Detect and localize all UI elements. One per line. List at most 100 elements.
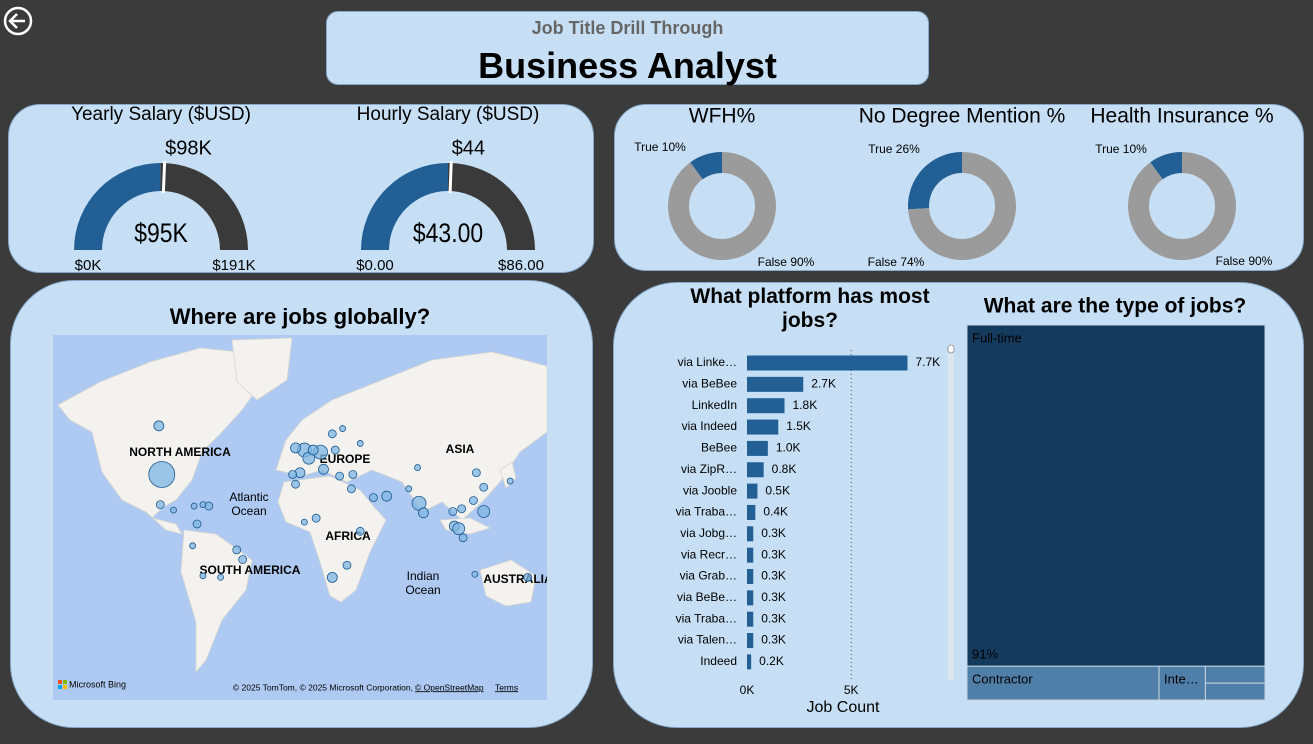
bar xyxy=(747,547,754,563)
map-bubble xyxy=(347,484,356,494)
donut-slice xyxy=(908,152,1016,260)
gauge-tick-label: $191K xyxy=(212,257,255,274)
logo-square xyxy=(58,685,62,689)
gauge-tick-label: $0K xyxy=(75,257,102,274)
treemap-tile xyxy=(1204,665,1266,684)
map-bubble xyxy=(232,545,242,555)
ocean-label: Atlantic xyxy=(229,490,268,504)
ocean-label: Indian xyxy=(407,569,440,583)
donut-label: False 90% xyxy=(758,255,815,269)
map-bubble xyxy=(190,502,198,510)
map-bubble xyxy=(457,504,467,514)
map-bubble xyxy=(335,471,345,481)
map-bubble xyxy=(342,560,352,570)
map-logo: Microsoft Bing xyxy=(69,679,126,689)
gauge-value xyxy=(361,163,448,250)
region-label: SOUTH AMERICA xyxy=(200,563,301,577)
map-bubble xyxy=(477,505,491,518)
map-bubble xyxy=(238,555,248,564)
gauge-tick-label: $0.00 xyxy=(356,257,394,274)
gauge-tick-label: $86.00 xyxy=(498,257,544,274)
map-bubble xyxy=(381,490,393,502)
y-tick-label: via Jobg… xyxy=(680,526,737,540)
bar-label: 0.3K xyxy=(761,526,786,540)
header-subtitle: Job Title Drill Through xyxy=(531,18,724,38)
bar-label: 2.7K xyxy=(811,377,836,391)
region-label: NORTH AMERICA xyxy=(129,445,231,459)
donut-slice xyxy=(908,152,962,210)
ocean-label: Ocean xyxy=(231,504,266,518)
bar xyxy=(747,398,785,414)
map-bubble xyxy=(355,526,365,536)
bar-label: 0.3K xyxy=(761,611,786,625)
bar xyxy=(747,376,804,392)
donut-title: Health Insurance % xyxy=(1090,105,1273,128)
map-bubble xyxy=(199,501,207,509)
gauge-target-label: $44 xyxy=(452,137,485,159)
map-bubble xyxy=(369,493,378,503)
bar xyxy=(747,611,754,627)
map-bubble xyxy=(327,429,337,439)
map-bubble xyxy=(448,507,458,516)
map-bubble xyxy=(199,572,207,580)
gauge-target xyxy=(161,161,167,194)
y-tick-label: via Traba… xyxy=(676,505,737,519)
map-bubble xyxy=(356,440,364,447)
logo-square xyxy=(63,685,67,689)
map-bubble xyxy=(291,479,300,489)
y-tick-label: via BeBee xyxy=(682,377,737,391)
map-bubble xyxy=(155,500,165,510)
map-bubble xyxy=(288,470,298,479)
bar xyxy=(747,633,754,649)
bar-label: 0.5K xyxy=(765,483,790,497)
x-tick-label: 5K xyxy=(844,683,859,697)
bar xyxy=(747,590,754,606)
y-tick-label: via Talen… xyxy=(678,633,737,647)
map-bubble xyxy=(471,468,481,478)
bar xyxy=(747,462,764,478)
map-bubble xyxy=(189,542,197,550)
bar xyxy=(747,654,752,670)
land xyxy=(57,337,547,674)
map-bubble xyxy=(148,461,176,488)
map-bubble xyxy=(170,506,177,514)
gauge-track xyxy=(448,163,535,250)
y-tick-label: Indeed xyxy=(700,654,737,668)
back-button[interactable] xyxy=(3,6,33,36)
header-panel xyxy=(326,11,929,85)
map-attribution-link[interactable]: © OpenStreetMap xyxy=(415,682,484,692)
donut-title: WFH% xyxy=(689,105,756,128)
map-bubble xyxy=(153,420,165,432)
y-tick-label: via BeBe… xyxy=(677,590,737,604)
x-tick-label: 0K xyxy=(740,683,755,697)
gauge-value xyxy=(74,163,161,250)
map-bubble xyxy=(418,507,429,519)
map-bubble xyxy=(330,445,340,455)
header-title: Business Analyst xyxy=(478,45,777,86)
bar-label: 0.3K xyxy=(761,547,786,561)
donut-slice xyxy=(1150,152,1182,180)
y-tick-label: LinkedIn xyxy=(692,398,737,412)
map-bubble xyxy=(326,571,338,583)
bar-label: 1.8K xyxy=(793,398,818,412)
map-terms-link[interactable]: Terms xyxy=(495,682,518,692)
map-bubble xyxy=(405,485,413,493)
bar-label: 0.2K xyxy=(759,654,784,668)
chart-title: What are the type of jobs? xyxy=(984,295,1247,318)
treemap-label: Full-time xyxy=(972,330,1022,345)
bar-label: 0.3K xyxy=(761,569,786,583)
gauge-target-label: $98K xyxy=(165,137,212,159)
treemap-label: Inte… xyxy=(1164,672,1199,687)
map-bubble xyxy=(307,444,319,456)
scroll-thumb[interactable] xyxy=(947,344,955,354)
bar xyxy=(747,526,754,542)
bar-label: 0.3K xyxy=(761,590,786,604)
map-attribution: © 2025 TomTom, © 2025 Microsoft Corporat… xyxy=(233,682,413,692)
donut-label: True 10% xyxy=(634,140,686,154)
y-tick-label: via Grab… xyxy=(680,569,737,583)
map-bubble xyxy=(290,442,301,454)
donut-label: False 74% xyxy=(868,255,925,269)
y-tick-label: via Indeed xyxy=(682,419,737,433)
y-tick-label: via Linke… xyxy=(678,355,737,369)
